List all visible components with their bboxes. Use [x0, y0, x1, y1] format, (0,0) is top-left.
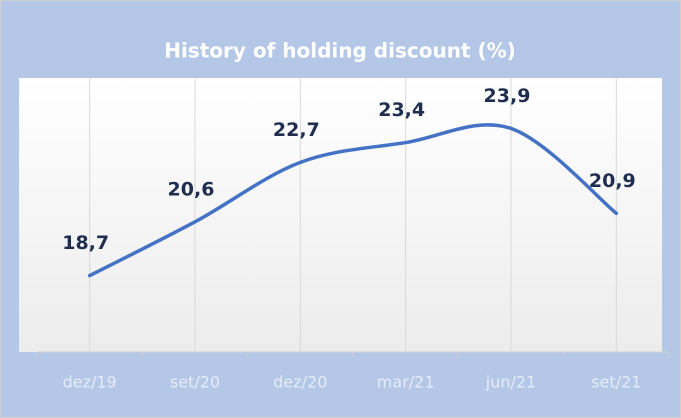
x-tick-label: set/20 [170, 373, 220, 392]
x-tick-label: dez/20 [273, 373, 327, 392]
plot-area [19, 78, 662, 352]
data-label: 18,7 [62, 232, 109, 254]
x-tick-label: mar/21 [377, 373, 435, 392]
x-tick-label: jun/21 [485, 373, 536, 392]
chart-title: History of holding discount (%) [164, 39, 516, 63]
x-tick-label: set/21 [591, 373, 641, 392]
data-label: 23,4 [378, 99, 425, 121]
data-label: 20,6 [168, 178, 215, 200]
data-label: 23,9 [484, 85, 531, 107]
data-label: 22,7 [273, 119, 320, 141]
data-label: 20,9 [589, 170, 636, 192]
line [87, 123, 619, 278]
x-tick-label: dez/19 [63, 373, 117, 392]
